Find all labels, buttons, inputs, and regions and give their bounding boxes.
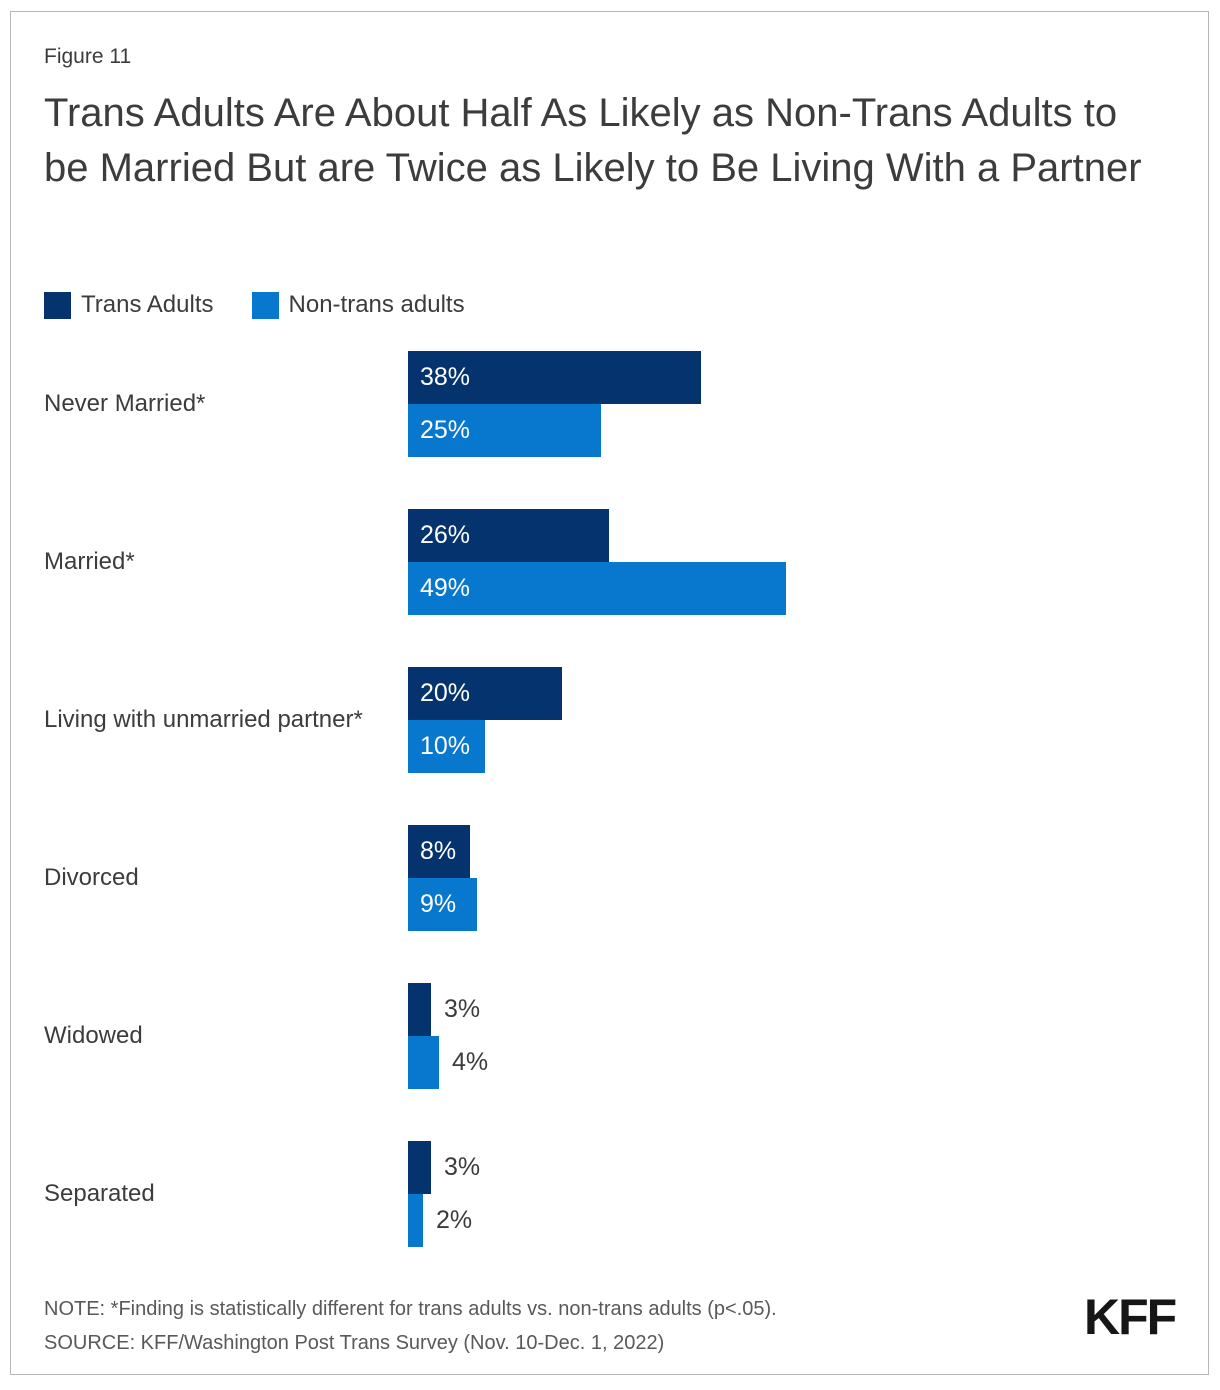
value-label: 2% [436,1206,473,1234]
legend-label: Non-trans adults [288,291,465,318]
value-label: 3% [444,1153,481,1181]
legend-item-trans-adults: Trans Adults [44,291,214,319]
category-label: Divorced [44,864,139,891]
footnote-block: NOTE: *Finding is statistically differen… [44,1292,1044,1360]
legend: Trans Adults Non-trans adults [44,291,503,319]
value-label: 49% [420,574,471,602]
bar-pair: 3% 2% [408,1141,480,1247]
category-label: Never Married* [44,390,206,417]
bar-pair: 38% 25% [408,351,701,457]
value-label: 26% [420,521,471,549]
chart-row: Never Married* 38% 25% [44,351,1184,457]
chart-row: Widowed 3% 4% [44,983,1184,1089]
bar-non-trans-adults: 25% [408,404,601,457]
bar-trans-adults: 20% [408,667,562,720]
figure-number: Figure 11 [44,45,132,68]
note-text: NOTE: *Finding is statistically differen… [44,1298,777,1320]
chart-title: Trans Adults Are About Half As Likely as… [44,91,1142,190]
bar-non-trans-adults: 4% [408,1036,488,1089]
category-label: Separated [44,1180,155,1207]
bar-non-trans-adults: 49% [408,562,786,615]
kff-logo: KFF [1084,1289,1177,1345]
bar-pair: 3% 4% [408,983,488,1089]
legend-item-non-trans-adults: Non-trans adults [251,291,465,319]
category-label: Widowed [44,1022,143,1049]
chart-row: Divorced 8% 9% [44,825,1184,931]
value-label: 3% [444,995,481,1023]
value-label: 4% [452,1048,489,1076]
bar-trans-adults: 26% [408,509,609,562]
value-label: 9% [420,890,457,918]
source-text: SOURCE: KFF/Washington Post Trans Survey… [44,1332,665,1354]
bar-pair: 26% 49% [408,509,786,615]
bar-pair: 20% 10% [408,667,562,773]
figure-card: Figure 11 Trans Adults Are About Half As… [10,11,1209,1375]
chart-row: Living with unmarried partner* 20% 10% [44,667,1184,773]
bar-pair: 8% 9% [408,825,477,931]
legend-label: Trans Adults [81,291,214,318]
category-label: Married* [44,548,135,575]
value-label: 25% [420,416,471,444]
bar-non-trans-adults: 2% [408,1194,472,1247]
chart-row: Married* 26% 49% [44,509,1184,615]
bar-trans-adults: 3% [408,983,480,1036]
bar-trans-adults: 38% [408,351,701,404]
bar-trans-adults: 3% [408,1141,480,1194]
legend-swatch-trans-adults [44,291,71,319]
value-label: 8% [420,837,457,865]
value-label: 10% [420,732,471,760]
bar-chart: Never Married* 38% 25% Married* 26% 49% Living… [44,351,1184,1299]
bar-non-trans-adults: 9% [408,878,477,931]
value-label: 38% [420,363,471,391]
bar-non-trans-adults: 10% [408,720,485,773]
legend-swatch-non-trans-adults [251,291,279,319]
chart-row: Separated 3% 2% [44,1141,1184,1247]
bar-trans-adults: 8% [408,825,470,878]
value-label: 20% [420,679,471,707]
category-label: Living with unmarried partner* [44,706,363,733]
